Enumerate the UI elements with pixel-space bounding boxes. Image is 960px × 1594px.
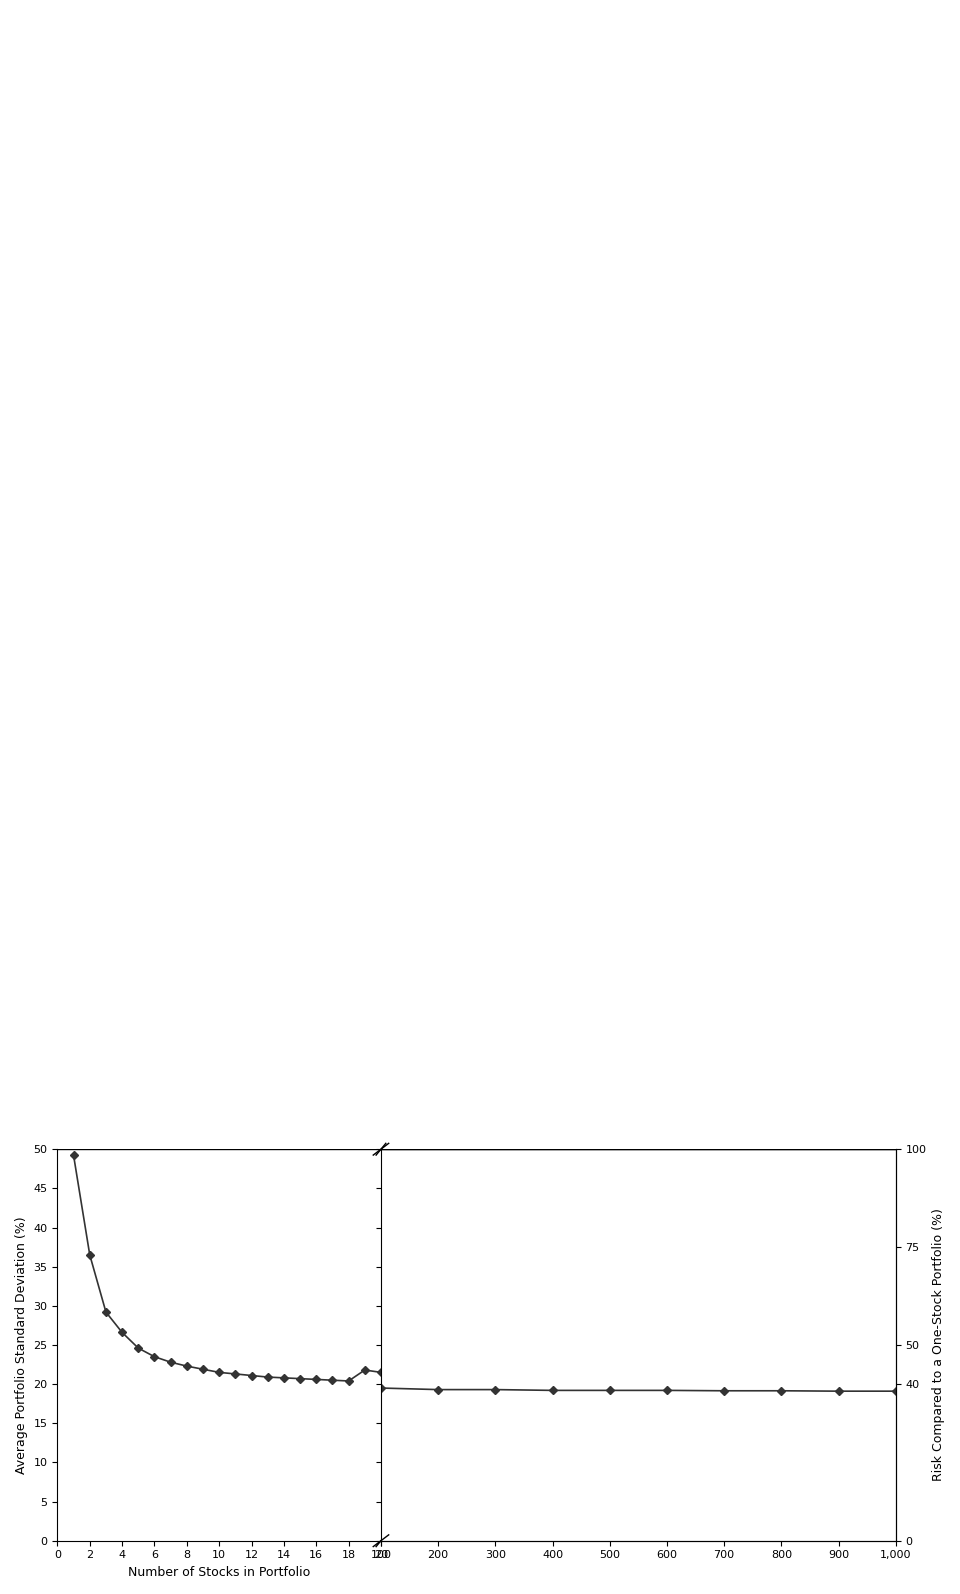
Y-axis label: Risk Compared to a One-Stock Portfolio (%): Risk Compared to a One-Stock Portfolio (… [932, 1208, 945, 1481]
Y-axis label: Average Portfolio Standard Deviation (%): Average Portfolio Standard Deviation (%) [15, 1216, 28, 1474]
X-axis label: Number of Stocks in Portfolio: Number of Stocks in Portfolio [128, 1565, 310, 1580]
